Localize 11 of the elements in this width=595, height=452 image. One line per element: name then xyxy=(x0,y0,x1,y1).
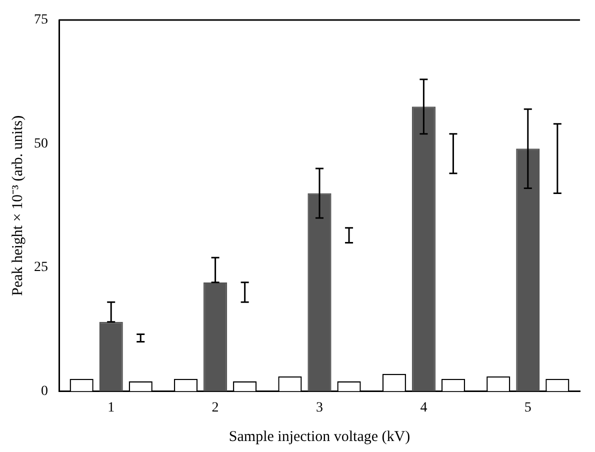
x-tick-label: 4 xyxy=(420,400,428,416)
x-tick-label: 5 xyxy=(524,400,532,416)
y-tick-label: 0 xyxy=(41,384,48,399)
y-tick-label: 25 xyxy=(34,260,48,276)
y-axis-title: Peak height × 10⁻³ (arb. units) xyxy=(10,115,26,296)
y-tick-label: 50 xyxy=(34,136,48,152)
x-axis-title: Sample injection voltage (kV) xyxy=(228,428,410,445)
x-tick-label: 3 xyxy=(316,400,323,416)
x-tick-label: 1 xyxy=(108,400,115,416)
x-tick-label: 2 xyxy=(212,400,219,416)
y-tick-label: 75 xyxy=(34,12,48,28)
